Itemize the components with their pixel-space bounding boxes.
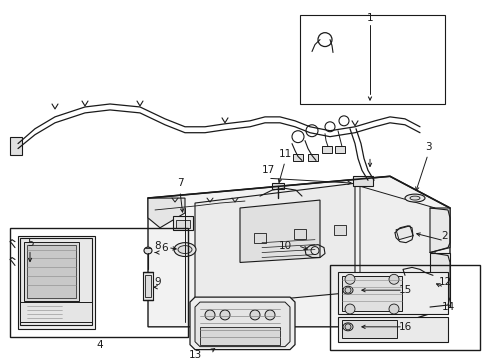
Bar xyxy=(299,15,444,104)
Ellipse shape xyxy=(174,243,196,257)
Bar xyxy=(329,265,479,350)
Ellipse shape xyxy=(342,286,352,294)
Ellipse shape xyxy=(342,323,352,331)
Circle shape xyxy=(388,304,398,314)
Polygon shape xyxy=(148,176,449,327)
Bar xyxy=(20,238,92,325)
Text: 11: 11 xyxy=(278,149,291,158)
Polygon shape xyxy=(240,200,319,262)
Bar xyxy=(292,153,303,161)
Bar xyxy=(307,153,317,161)
Bar xyxy=(173,216,193,230)
Ellipse shape xyxy=(26,273,34,277)
Circle shape xyxy=(220,310,229,320)
Text: 10: 10 xyxy=(278,240,291,251)
Bar xyxy=(253,233,265,243)
Polygon shape xyxy=(195,183,354,307)
Polygon shape xyxy=(429,208,449,253)
Circle shape xyxy=(310,247,318,255)
Bar xyxy=(10,228,187,337)
Ellipse shape xyxy=(143,247,152,254)
Text: 8: 8 xyxy=(154,240,161,251)
Text: 13: 13 xyxy=(188,350,201,360)
Circle shape xyxy=(345,304,354,314)
Text: 1: 1 xyxy=(366,13,372,23)
Bar xyxy=(341,276,401,311)
Bar xyxy=(176,220,190,228)
Ellipse shape xyxy=(178,246,192,253)
Text: 4: 4 xyxy=(97,339,103,350)
Ellipse shape xyxy=(409,196,419,200)
Bar xyxy=(24,242,79,301)
Polygon shape xyxy=(395,226,412,240)
Text: 12: 12 xyxy=(437,277,451,287)
Bar xyxy=(200,327,280,345)
Circle shape xyxy=(204,310,215,320)
Text: 6: 6 xyxy=(162,243,168,253)
Bar xyxy=(337,273,447,314)
Bar xyxy=(20,302,92,322)
Bar xyxy=(10,137,22,154)
Bar xyxy=(352,176,372,186)
Polygon shape xyxy=(195,302,289,347)
Circle shape xyxy=(345,274,354,284)
Text: 15: 15 xyxy=(398,285,411,295)
Polygon shape xyxy=(190,297,294,350)
Text: 5: 5 xyxy=(27,238,33,248)
Bar xyxy=(142,273,153,300)
Bar xyxy=(321,145,331,153)
Text: 9: 9 xyxy=(154,277,161,287)
Text: 17: 17 xyxy=(261,165,274,175)
Polygon shape xyxy=(18,236,95,329)
Circle shape xyxy=(345,324,350,330)
Ellipse shape xyxy=(404,194,424,202)
Text: 7: 7 xyxy=(176,178,183,188)
Bar xyxy=(337,317,447,342)
Text: 14: 14 xyxy=(441,302,454,312)
Polygon shape xyxy=(148,198,184,228)
Bar xyxy=(145,275,151,297)
Text: 3: 3 xyxy=(424,141,430,152)
Text: 16: 16 xyxy=(398,322,411,332)
Bar xyxy=(407,279,429,292)
Bar xyxy=(293,229,305,239)
Polygon shape xyxy=(429,253,449,307)
Circle shape xyxy=(264,310,274,320)
Bar xyxy=(341,320,396,338)
Bar xyxy=(404,275,432,295)
Bar xyxy=(271,183,284,189)
Text: 2: 2 xyxy=(441,231,447,241)
Circle shape xyxy=(249,310,260,320)
Bar xyxy=(27,245,76,298)
Polygon shape xyxy=(359,186,434,302)
Bar xyxy=(333,225,346,235)
Bar xyxy=(334,145,345,153)
Circle shape xyxy=(388,274,398,284)
Circle shape xyxy=(345,287,350,293)
